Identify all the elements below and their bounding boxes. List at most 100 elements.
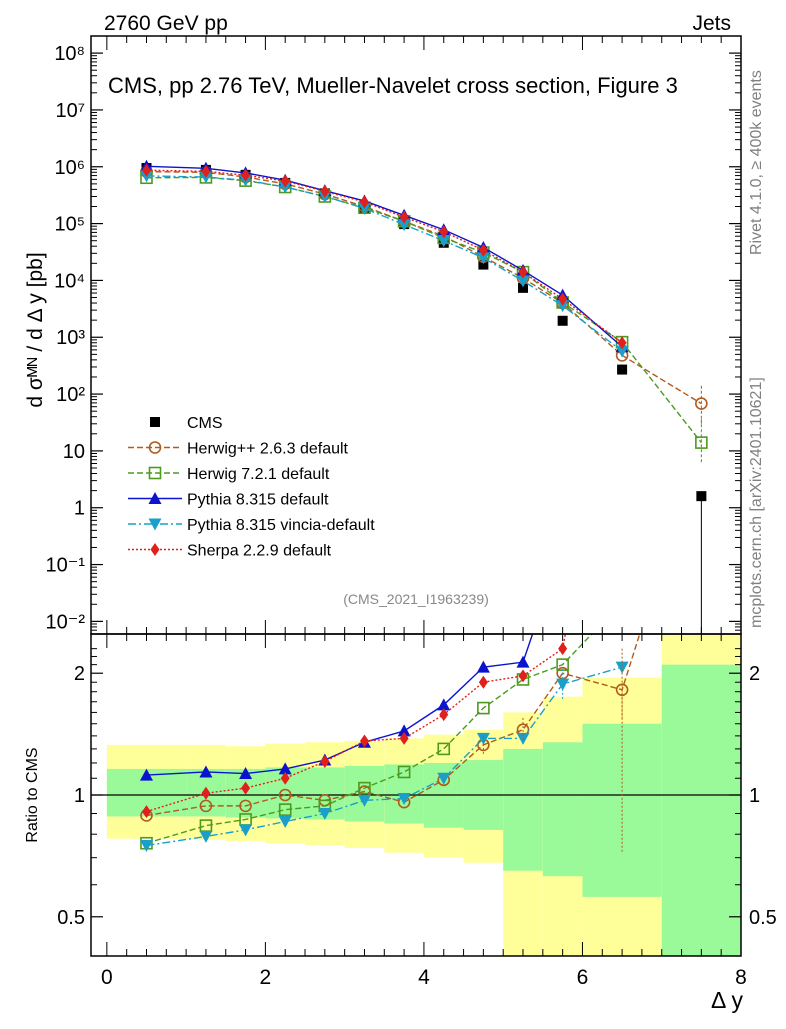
main-point-5-8	[478, 243, 488, 257]
analysis-id: (CMS_2021_I1963239)	[343, 591, 489, 607]
ratio-series-3	[139, 661, 629, 853]
legend-entry-4: Pythia 8.315 vincia-default	[128, 517, 375, 534]
ratio-point-3-7	[437, 772, 451, 785]
main-point-5-10	[558, 292, 568, 306]
ratio-point-3-11	[615, 661, 629, 674]
ratio-point-3-5	[357, 794, 371, 807]
legend-label-3: Pythia 8.315 default	[187, 492, 329, 509]
ratio-point-4-7	[439, 708, 449, 722]
main-point-5-9	[518, 265, 528, 279]
ratio-point-1-6	[397, 765, 411, 779]
ratio-point-1-7	[437, 742, 451, 756]
ratio-point-3-6	[397, 793, 411, 806]
legend-label-1: Herwig++ 2.6.3 default	[187, 441, 349, 458]
main-point-4-7	[437, 235, 451, 248]
ratio-y-ticks: 0.5 0.5 1 1 2 2	[57, 648, 777, 929]
ratio-series-line-3	[146, 666, 623, 847]
main-point-5-6	[399, 210, 409, 224]
ratio-point-4-4	[320, 755, 330, 769]
main-point-5-11	[617, 336, 627, 350]
main-y-tick-label-4: 10²	[56, 384, 85, 406]
legend-label-2: Herwig 7.2.1 default	[187, 466, 330, 483]
main-point-5-1	[201, 164, 211, 178]
ratio-point-1-8	[477, 701, 490, 715]
main-y-tick-label-0: 10⁻²	[46, 611, 86, 633]
main-series-3	[139, 159, 629, 353]
main-y-tick-label-7: 10⁵	[54, 214, 85, 236]
main-y-tick-label-2: 1	[74, 498, 85, 520]
main-point-4-11	[615, 345, 629, 358]
ratio-point-4-6	[399, 731, 409, 745]
x-tick-label-4: 8	[735, 966, 747, 989]
ratio-point-2-0	[139, 768, 153, 781]
main-series-line-4	[146, 175, 623, 352]
x-tick-label-1: 2	[260, 966, 272, 989]
rivet-version-label: Rivet 4.1.0, ≥ 400k events	[748, 70, 765, 255]
legend-entry-3: Pythia 8.315 default	[128, 492, 329, 509]
main-series-4	[139, 170, 629, 358]
ratio-point-2-8	[476, 660, 490, 673]
ratio-y-tick-label-2: 2	[74, 663, 85, 685]
x-tick-label-0: 0	[101, 966, 113, 989]
main-y-tick-label-1: 10⁻¹	[46, 555, 86, 577]
main-series-line-3	[146, 165, 623, 348]
ratio-y-tick-label-0: 0.5	[57, 907, 85, 929]
ratio-point-0-2	[239, 799, 252, 813]
main-y-tick-label-10: 10⁸	[54, 43, 85, 65]
ratio-point-4-2	[241, 781, 251, 795]
x-tick-label-2: 4	[418, 966, 430, 989]
main-point-5-5	[359, 195, 369, 209]
legend-label-4: Pythia 8.315 vincia-default	[187, 517, 375, 534]
ratio-point-2-2	[239, 767, 253, 780]
ratio-point-3-10	[556, 678, 570, 691]
main-series-5	[141, 163, 627, 350]
main-point-0-9	[518, 282, 529, 293]
process-label: Jets	[692, 12, 731, 35]
ratio-point-4-0	[141, 805, 151, 819]
x-tick-label-3: 6	[577, 966, 589, 989]
mcplots-source-label: mcplots.cern.ch [arXiv:2401.10621]	[748, 377, 765, 628]
main-point-5-3	[280, 174, 290, 188]
main-point-5-4	[320, 184, 330, 198]
legend-marker-0	[150, 417, 160, 427]
main-point-4-6	[397, 219, 411, 232]
ratio-y-tick-label-right-2: 2	[749, 663, 760, 685]
ratio-point-2-9	[516, 655, 530, 668]
x-axis-title: Δ y	[711, 987, 743, 1013]
ratio-point-0-3	[278, 788, 292, 802]
ratio-y-axis-title: Ratio to CMS	[24, 747, 41, 842]
ratio-point-3-3	[278, 816, 292, 829]
legend-entry-1: Herwig++ 2.6.3 default	[128, 441, 349, 458]
ratio-y-tick-label-1: 1	[74, 785, 85, 807]
main-point-4-10	[556, 300, 570, 313]
main-series-line-2	[146, 176, 702, 444]
ratio-point-3-4	[318, 808, 332, 821]
ratio-point-4-10	[558, 642, 568, 656]
main-point-5-2	[241, 168, 251, 182]
ratio-point-2-6	[397, 724, 411, 737]
collision-label: 2760 GeV pp	[104, 12, 228, 35]
main-point-4-9	[516, 275, 530, 288]
ratio-point-1-3	[278, 803, 292, 816]
ratio-point-3-0	[139, 840, 153, 853]
ratio-y-tick-label-right-0: 0.5	[749, 907, 777, 929]
legend-marker-4	[148, 518, 162, 531]
legend-marker-5	[150, 543, 160, 556]
ratio-point-4-1	[201, 786, 211, 800]
legend-label-0: CMS	[187, 415, 223, 432]
plot-title: CMS, pp 2.76 TeV, Mueller-Navelet cross …	[108, 73, 678, 98]
legend-entry-0: CMS	[150, 415, 223, 432]
legend-entry-5: Sherpa 2.2.9 default	[128, 543, 332, 560]
main-point-0-10	[557, 315, 568, 326]
stat-uncertainty-band-10	[542, 742, 583, 877]
main-point-4-5	[357, 202, 371, 215]
main-point-0-11	[617, 364, 628, 375]
ratio-point-4-3	[280, 771, 290, 785]
ratio-series-group	[139, 634, 641, 853]
ratio-point-3-8	[476, 732, 490, 745]
main-point-5-0	[141, 163, 151, 177]
legend-marker-1	[148, 441, 162, 454]
main-point-4-8	[476, 252, 490, 265]
